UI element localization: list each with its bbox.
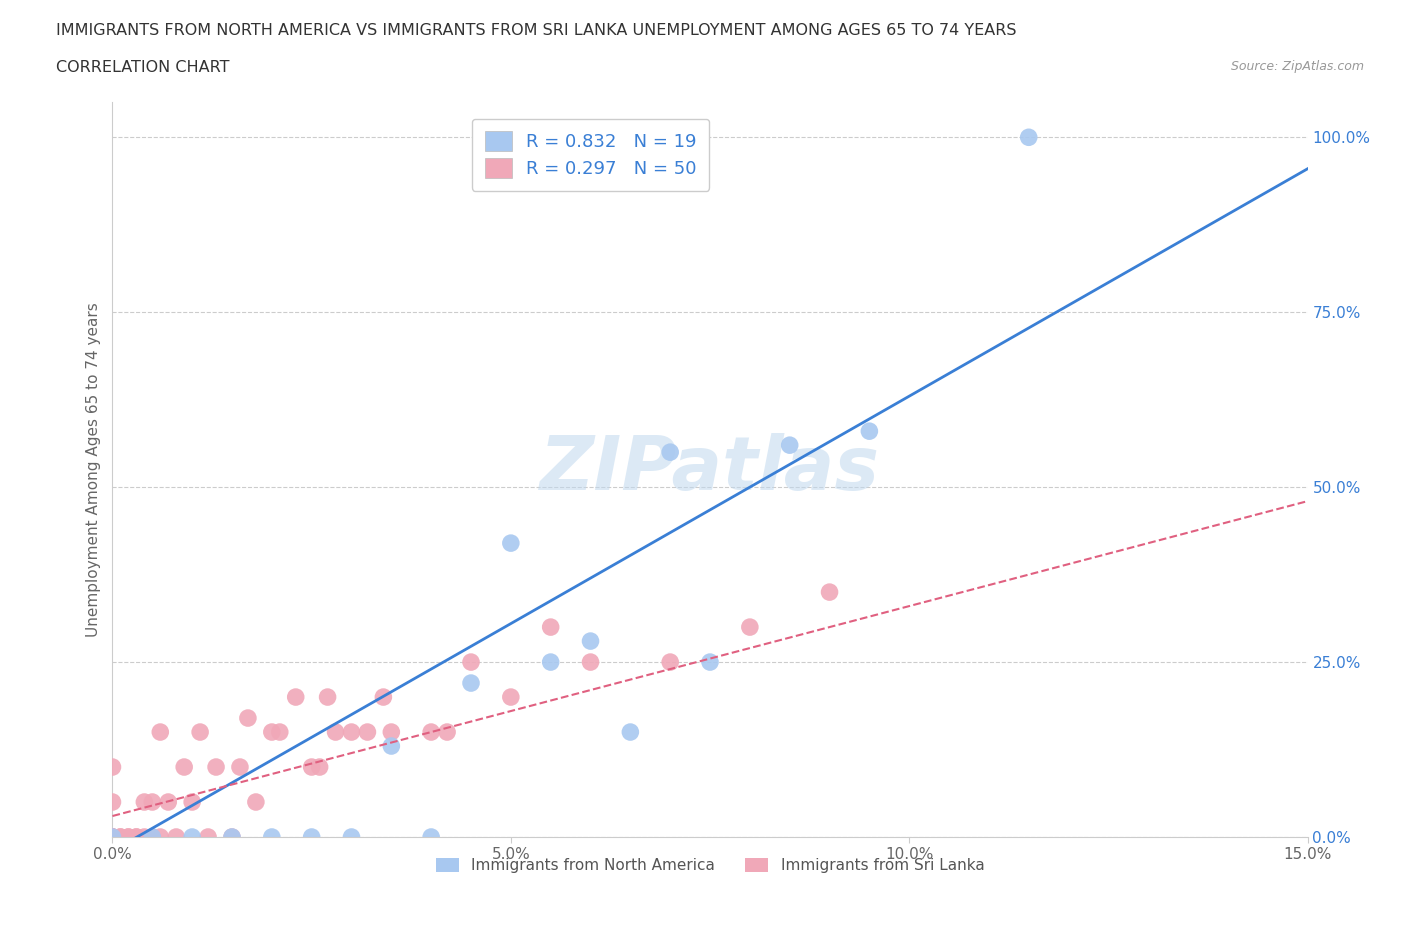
Point	[340, 830, 363, 844]
Point	[101, 830, 124, 844]
Point	[540, 619, 562, 634]
Point	[619, 724, 641, 739]
Point	[301, 760, 323, 775]
Point	[269, 724, 291, 739]
Point	[101, 830, 124, 844]
Point	[197, 830, 219, 844]
Point	[499, 536, 522, 551]
Point	[858, 424, 880, 439]
Point	[117, 830, 139, 844]
Point	[540, 655, 562, 670]
Point	[101, 794, 124, 809]
Point	[659, 655, 682, 670]
Point	[260, 830, 283, 844]
Point	[157, 794, 180, 809]
Point	[188, 724, 211, 739]
Point	[659, 445, 682, 459]
Point	[579, 633, 602, 648]
Point	[356, 724, 378, 739]
Point	[173, 760, 195, 775]
Point	[316, 690, 339, 705]
Point	[436, 724, 458, 739]
Point	[101, 830, 124, 844]
Point	[125, 830, 148, 844]
Point	[818, 585, 841, 600]
Point	[236, 711, 259, 725]
Point	[420, 830, 443, 844]
Point	[141, 830, 163, 844]
Y-axis label: Unemployment Among Ages 65 to 74 years: Unemployment Among Ages 65 to 74 years	[86, 302, 101, 637]
Point	[101, 830, 124, 844]
Text: ZIPatlas: ZIPatlas	[540, 433, 880, 506]
Point	[699, 655, 721, 670]
Point	[420, 724, 443, 739]
Point	[117, 830, 139, 844]
Text: CORRELATION CHART: CORRELATION CHART	[56, 60, 229, 75]
Point	[245, 794, 267, 809]
Point	[308, 760, 330, 775]
Point	[181, 794, 204, 809]
Point	[380, 738, 402, 753]
Point	[165, 830, 187, 844]
Point	[101, 830, 124, 844]
Point	[779, 438, 801, 453]
Point	[738, 619, 761, 634]
Point	[284, 690, 307, 705]
Point	[1018, 130, 1040, 145]
Point	[205, 760, 228, 775]
Point	[260, 724, 283, 739]
Point	[149, 724, 172, 739]
Point	[499, 690, 522, 705]
Point	[125, 830, 148, 844]
Point	[229, 760, 252, 775]
Legend: Immigrants from North America, Immigrants from Sri Lanka: Immigrants from North America, Immigrant…	[429, 850, 991, 881]
Point	[460, 655, 482, 670]
Point	[340, 724, 363, 739]
Point	[221, 830, 243, 844]
Point	[134, 794, 156, 809]
Point	[134, 830, 156, 844]
Point	[141, 794, 163, 809]
Point	[101, 760, 124, 775]
Point	[373, 690, 395, 705]
Point	[325, 724, 347, 739]
Point	[110, 830, 132, 844]
Point	[380, 724, 402, 739]
Point	[181, 830, 204, 844]
Point	[579, 655, 602, 670]
Point	[149, 830, 172, 844]
Text: IMMIGRANTS FROM NORTH AMERICA VS IMMIGRANTS FROM SRI LANKA UNEMPLOYMENT AMONG AG: IMMIGRANTS FROM NORTH AMERICA VS IMMIGRA…	[56, 23, 1017, 38]
Point	[101, 830, 124, 844]
Text: Source: ZipAtlas.com: Source: ZipAtlas.com	[1230, 60, 1364, 73]
Point	[301, 830, 323, 844]
Point	[141, 830, 163, 844]
Point	[110, 830, 132, 844]
Point	[460, 675, 482, 690]
Point	[221, 830, 243, 844]
